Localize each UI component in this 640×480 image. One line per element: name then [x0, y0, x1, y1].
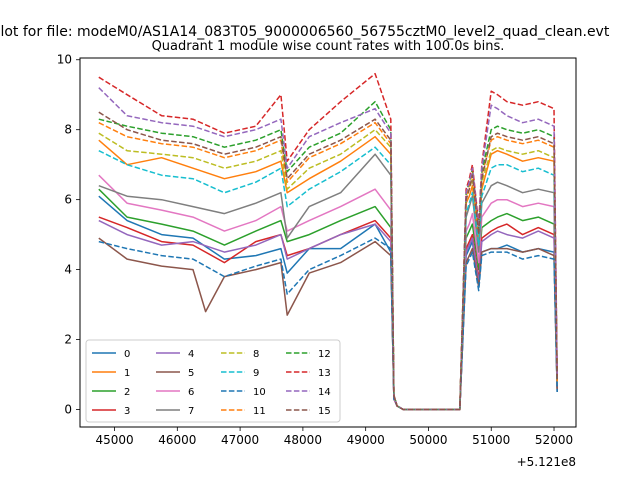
series-layer — [98, 72, 558, 411]
x-tick-label: 52000 — [535, 433, 573, 447]
legend-label-0: 0 — [124, 349, 130, 360]
x-tick-label: 49000 — [347, 433, 385, 447]
y-tick-label: 6 — [64, 193, 72, 207]
suptitle: Plot for file: modeM0/AS1A14_083T05_9000… — [0, 24, 610, 40]
x-tick-label: 50000 — [409, 433, 447, 447]
legend-label-6: 6 — [188, 387, 194, 398]
x-tick-label: 45000 — [95, 433, 133, 447]
y-tick-label: 4 — [64, 263, 72, 277]
legend-label-11: 11 — [253, 406, 266, 417]
y-tick-label: 0 — [64, 403, 72, 417]
y-tick-label: 8 — [64, 123, 72, 137]
y-tick-label: 10 — [57, 53, 72, 67]
legend-label-13: 13 — [318, 368, 331, 379]
legend-label-2: 2 — [124, 387, 130, 398]
legend-label-4: 4 — [188, 349, 194, 360]
x-tick-label: 48000 — [284, 433, 322, 447]
legend-label-10: 10 — [253, 387, 266, 398]
x-tick-label: 51000 — [472, 433, 510, 447]
x-offset-label: +5.121e8 — [517, 455, 576, 469]
y-axis: 0 2 4 6 8 10 — [57, 53, 80, 417]
legend-label-5: 5 — [188, 368, 194, 379]
x-tick-label: 46000 — [158, 433, 196, 447]
plot-frame — [79, 57, 577, 428]
chart-title: Quadrant 1 module wise count rates with … — [152, 39, 505, 54]
legend-box — [85, 339, 341, 423]
legend-label-8: 8 — [253, 349, 259, 360]
legend-label-14: 14 — [318, 387, 331, 398]
series-line-15 — [98, 111, 558, 411]
x-tick-label: 47000 — [221, 433, 259, 447]
x-axis: 45000 46000 47000 48000 49000 50000 51000 52000 — [95, 427, 573, 447]
y-tick-label: 2 — [64, 333, 72, 347]
legend-label-7: 7 — [188, 406, 194, 417]
legend-label-9: 9 — [253, 368, 259, 379]
legend-label-15: 15 — [318, 406, 331, 417]
legend-label-1: 1 — [124, 368, 130, 379]
legend-label-12: 12 — [318, 349, 331, 360]
legend-label-3: 3 — [124, 406, 130, 417]
